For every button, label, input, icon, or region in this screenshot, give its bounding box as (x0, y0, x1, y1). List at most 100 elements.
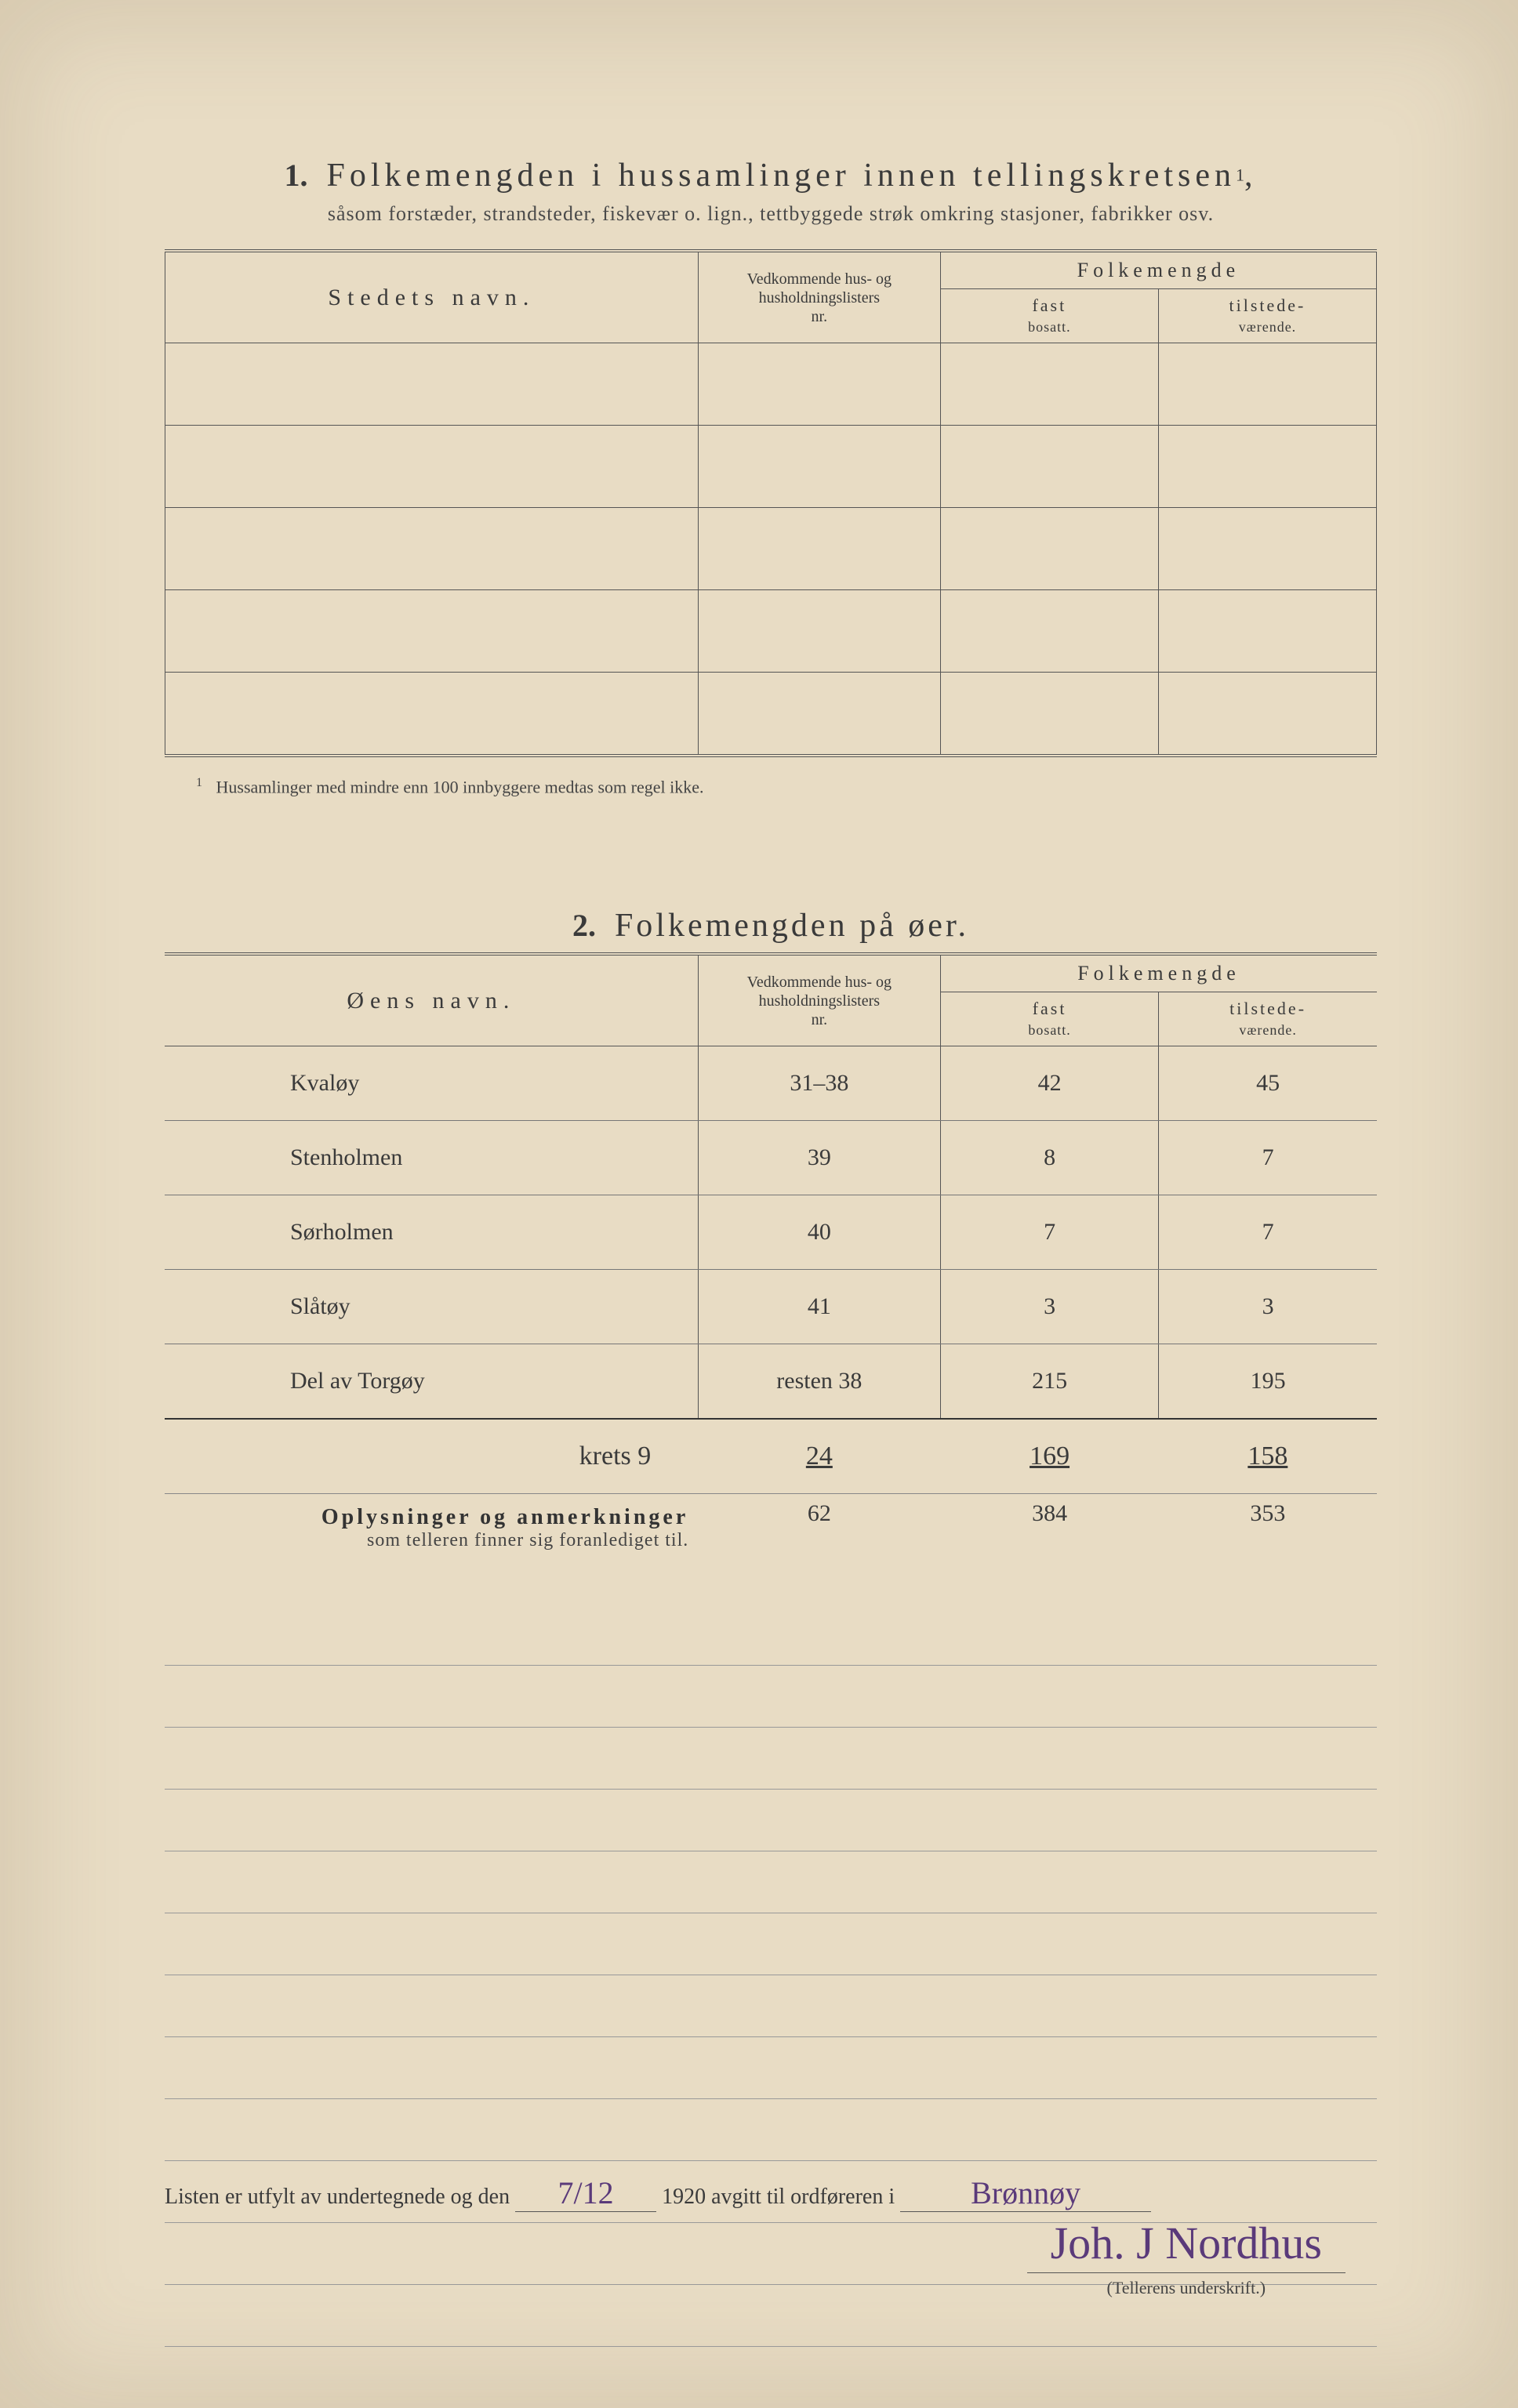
row-nr: 31–38 (698, 1046, 940, 1121)
section2-title: 2. Folkemengden på øer. (165, 907, 1377, 945)
extra-nr: 24 (698, 1419, 940, 1494)
t1-cell (940, 673, 1158, 756)
t1-col-group: Folkemengde (940, 251, 1376, 289)
section2-number: 2. (572, 908, 596, 943)
footnote-num: 1 (196, 776, 202, 789)
row-til: 7 (1159, 1121, 1377, 1195)
t1-cell (165, 508, 699, 590)
t1-cell (698, 426, 940, 508)
t1-cell (1158, 508, 1376, 590)
total-nr: 62 (698, 1494, 940, 1573)
t1-cell (698, 590, 940, 673)
t2-col-fast: fast bosatt. (940, 992, 1158, 1046)
t1-fast-l1: fast (1032, 296, 1066, 315)
t1-til-l2: værende. (1239, 319, 1296, 335)
row-fast: 7 (940, 1195, 1158, 1270)
section1-number: 1. (284, 158, 307, 193)
table-row-total: Oplysninger og anmerkninger som telleren… (165, 1494, 1377, 1573)
t2-fast-l2: bosatt. (1028, 1022, 1071, 1038)
row-name: Stenholmen (165, 1121, 698, 1195)
footnote: 1 Hussamlinger med mindre enn 100 innbyg… (165, 776, 1377, 797)
row-fast: 8 (940, 1121, 1158, 1195)
row-name: Del av Torgøy (165, 1344, 698, 1420)
t1-cell (698, 343, 940, 426)
t2-col-nr-l2: husholdningslisters (759, 992, 880, 1010)
table-row: Del av Torgøy resten 38 215 195 (165, 1344, 1377, 1420)
row-name: Sørholmen (165, 1195, 698, 1270)
t2-fast-l1: fast (1033, 999, 1067, 1018)
section1-sup: 1 (1236, 165, 1244, 185)
ruled-line (165, 1790, 1377, 1851)
completion-line: Listen er utfylt av undertegnede og den … (165, 2174, 1361, 2212)
section1-title: 1. Folkemengden i hussamlinger innen tel… (165, 157, 1377, 194)
ruled-line (165, 1728, 1377, 1790)
t1-col-nr: Vedkommende hus- og husholdningslisters … (698, 251, 940, 343)
ruled-line (165, 2037, 1377, 2099)
t1-col-nr-l3: nr. (812, 308, 828, 325)
signature-area: Joh. J Nordhus (Tellerens underskrift.) (1027, 2217, 1346, 2298)
section2-heading: Folkemengden på øer. (615, 908, 969, 944)
t1-col-fast: fast bosatt. (940, 289, 1158, 343)
oplys-cell: Oplysninger og anmerkninger som telleren… (165, 1494, 698, 1573)
table2: Øens navn. Vedkommende hus- og husholdni… (165, 952, 1377, 1572)
total-til: 353 (1159, 1494, 1377, 1573)
section1-heading: Folkemengden i hussamlinger innen tellin… (326, 158, 1236, 194)
oplys-title: Oplysninger og anmerkninger (174, 1505, 688, 1530)
spacer (165, 797, 1377, 907)
t1-cell (1158, 343, 1376, 426)
t1-fast-l2: bosatt. (1028, 319, 1071, 335)
row-fast: 42 (940, 1046, 1158, 1121)
t1-cell (165, 426, 699, 508)
t2-til-l2: værende. (1239, 1022, 1296, 1038)
row-fast: 215 (940, 1344, 1158, 1420)
total-fast: 384 (940, 1494, 1158, 1573)
table-row: Slåtøy 41 3 3 (165, 1270, 1377, 1344)
ruled-line (165, 1913, 1377, 1975)
scanned-page: 1. Folkemengden i hussamlinger innen tel… (0, 0, 1518, 2408)
oplys-sub: som telleren finner sig foranlediget til… (174, 1530, 688, 1551)
t1-cell (165, 343, 699, 426)
t1-cell (165, 590, 699, 673)
form-sheet: 1. Folkemengden i hussamlinger innen tel… (47, 47, 1471, 2361)
t2-col-nr: Vedkommende hus- og husholdningslisters … (698, 954, 940, 1046)
t2-col-nr-l1: Vedkommende hus- og (747, 974, 892, 991)
table-row: Kvaløy 31–38 42 45 (165, 1046, 1377, 1121)
row-name: Slåtøy (165, 1270, 698, 1344)
row-name: Kvaløy (165, 1046, 698, 1121)
t2-col-nr-l3: nr. (812, 1011, 828, 1028)
row-nr: 41 (698, 1270, 940, 1344)
t2-col-name: Øens navn. (165, 954, 698, 1046)
ruled-line (165, 2099, 1377, 2161)
ruled-line (165, 1666, 1377, 1728)
t1-col-nr-l2: husholdningslisters (759, 289, 880, 306)
extra-label: krets 9 (165, 1419, 698, 1494)
t2-col-group: Folkemengde (940, 954, 1377, 992)
row-til: 195 (1159, 1344, 1377, 1420)
t1-col-nr-l1: Vedkommende hus- og (747, 270, 892, 288)
bottom-date: 7/12 (515, 2174, 656, 2212)
bottom-text2: avgitt til ordføreren i (711, 2185, 895, 2209)
t2-col-til: tilstede- værende. (1159, 992, 1377, 1046)
ruled-line (165, 1604, 1377, 1666)
row-fast: 3 (940, 1270, 1158, 1344)
bottom-text1: Listen er utfylt av undertegnede og den (165, 2185, 510, 2209)
table-row-extra: krets 9 24 169 158 (165, 1419, 1377, 1494)
section1-comma: , (1244, 158, 1258, 194)
t1-col-name: Stedets navn. (165, 251, 699, 343)
signature-label: (Tellerens underskrift.) (1027, 2278, 1346, 2298)
section1-subtitle: såsom forstæder, strandsteder, fiskevær … (165, 202, 1377, 226)
signature: Joh. J Nordhus (1027, 2217, 1346, 2273)
t1-cell (698, 508, 940, 590)
t1-cell (165, 673, 699, 756)
t1-cell (940, 508, 1158, 590)
row-nr: resten 38 (698, 1344, 940, 1420)
t1-cell (940, 590, 1158, 673)
table1: Stedets navn. Vedkommende hus- og hushol… (165, 249, 1377, 757)
extra-til: 158 (1159, 1419, 1377, 1494)
row-nr: 40 (698, 1195, 940, 1270)
row-til: 7 (1159, 1195, 1377, 1270)
row-nr: 39 (698, 1121, 940, 1195)
t1-cell (940, 343, 1158, 426)
row-til: 45 (1159, 1046, 1377, 1121)
table-row: Sørholmen 40 7 7 (165, 1195, 1377, 1270)
